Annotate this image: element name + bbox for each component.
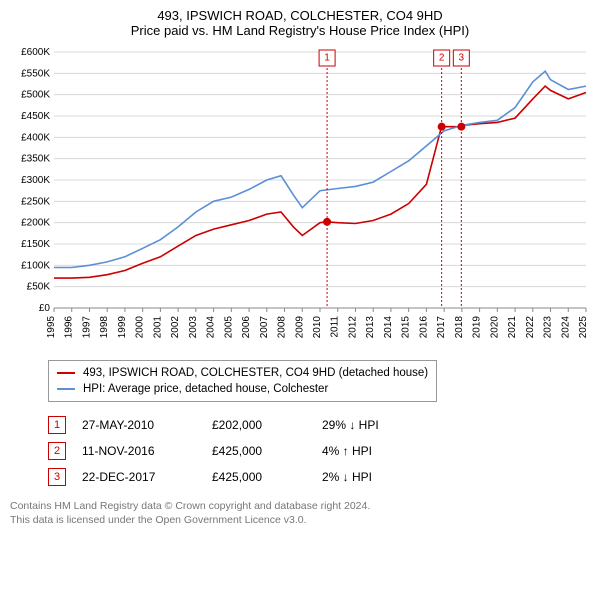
event-date: 11-NOV-2016 (82, 444, 212, 458)
event-row: 3 22-DEC-2017£425,0002% ↓ HPI (48, 464, 422, 490)
event-row: 1 27-MAY-2010£202,00029% ↓ HPI (48, 412, 422, 438)
event-badge: 2 (48, 442, 66, 460)
event-delta: 4% ↑ HPI (322, 444, 422, 458)
svg-text:2011: 2011 (330, 316, 341, 338)
chart-legend: 493, IPSWICH ROAD, COLCHESTER, CO4 9HD (… (48, 360, 437, 402)
page-subtitle: Price paid vs. HM Land Registry's House … (10, 23, 590, 38)
chart-container: £0 £50K £100K £150K £200K £250K £300K £350K £400… (10, 44, 590, 354)
svg-text:2001: 2001 (152, 316, 163, 339)
event-badge: 3 (48, 468, 66, 486)
sale-events-table: 1 27-MAY-2010£202,00029% ↓ HPI 2 11-NOV-201… (48, 412, 590, 490)
svg-text:£200K: £200K (21, 218, 50, 229)
svg-text:£350K: £350K (21, 154, 50, 165)
svg-text:2003: 2003 (188, 316, 199, 339)
svg-text:£450K: £450K (21, 111, 50, 122)
svg-text:2000: 2000 (135, 316, 146, 339)
svg-text:1998: 1998 (99, 316, 110, 339)
event-price: £425,000 (212, 470, 322, 484)
page-title: 493, IPSWICH ROAD, COLCHESTER, CO4 9HD (10, 8, 590, 23)
svg-text:2013: 2013 (365, 316, 376, 339)
svg-text:£0: £0 (39, 303, 51, 314)
svg-text:£250K: £250K (21, 196, 50, 207)
svg-text:£600K: £600K (21, 47, 50, 58)
svg-text:£150K: £150K (21, 239, 50, 250)
event-delta: 29% ↓ HPI (322, 418, 422, 432)
svg-text:2025: 2025 (578, 316, 589, 339)
svg-text:2023: 2023 (543, 316, 554, 339)
footer-attribution: Contains HM Land Registry data © Crown c… (10, 500, 590, 527)
event-row: 2 11-NOV-2016£425,0004% ↑ HPI (48, 438, 422, 464)
legend-label: HPI: Average price, detached house, Colc… (83, 383, 328, 395)
svg-text:2012: 2012 (347, 316, 358, 339)
svg-text:£500K: £500K (21, 90, 50, 101)
svg-text:2016: 2016 (418, 316, 429, 339)
svg-text:2010: 2010 (312, 316, 323, 339)
svg-text:2009: 2009 (294, 316, 305, 339)
svg-text:2002: 2002 (170, 316, 181, 339)
svg-text:3: 3 (459, 53, 465, 64)
svg-text:£100K: £100K (21, 260, 50, 271)
svg-text:2005: 2005 (223, 316, 234, 339)
svg-text:1995: 1995 (46, 316, 57, 339)
legend-swatch (57, 388, 75, 390)
svg-text:2018: 2018 (454, 316, 465, 339)
svg-text:2020: 2020 (489, 316, 500, 339)
svg-text:2: 2 (439, 53, 445, 64)
legend-item: HPI: Average price, detached house, Colc… (57, 381, 428, 397)
event-price: £425,000 (212, 444, 322, 458)
event-price: £202,000 (212, 418, 322, 432)
footer-line: This data is licensed under the Open Gov… (10, 514, 590, 528)
legend-swatch (57, 372, 75, 374)
svg-text:2006: 2006 (241, 316, 252, 339)
svg-text:2019: 2019 (472, 316, 483, 339)
svg-text:2022: 2022 (525, 316, 536, 339)
line-chart: £0 £50K £100K £150K £200K £250K £300K £350K £400… (10, 44, 590, 354)
svg-text:2007: 2007 (259, 316, 270, 339)
event-date: 27-MAY-2010 (82, 418, 212, 432)
svg-text:£50K: £50K (27, 282, 51, 293)
svg-text:1996: 1996 (64, 316, 75, 339)
svg-text:2024: 2024 (560, 316, 571, 339)
svg-text:2021: 2021 (507, 316, 518, 339)
svg-text:£550K: £550K (21, 68, 50, 79)
legend-item: 493, IPSWICH ROAD, COLCHESTER, CO4 9HD (… (57, 365, 428, 381)
event-delta: 2% ↓ HPI (322, 470, 422, 484)
svg-text:1: 1 (324, 53, 330, 64)
footer-line: Contains HM Land Registry data © Crown c… (10, 500, 590, 514)
svg-text:2004: 2004 (206, 316, 217, 339)
svg-text:1999: 1999 (117, 316, 128, 339)
svg-text:£400K: £400K (21, 132, 50, 143)
svg-text:2017: 2017 (436, 316, 447, 339)
svg-text:1997: 1997 (81, 316, 92, 339)
svg-text:2014: 2014 (383, 316, 394, 339)
event-badge: 1 (48, 416, 66, 434)
svg-text:£300K: £300K (21, 175, 50, 186)
svg-text:2008: 2008 (277, 316, 288, 339)
event-date: 22-DEC-2017 (82, 470, 212, 484)
legend-label: 493, IPSWICH ROAD, COLCHESTER, CO4 9HD (… (83, 367, 428, 379)
svg-text:2015: 2015 (401, 316, 412, 339)
